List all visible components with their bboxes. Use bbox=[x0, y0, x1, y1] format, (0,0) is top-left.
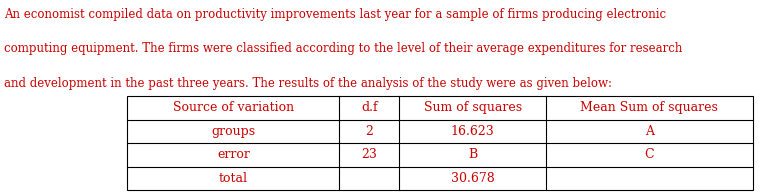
Text: A: A bbox=[645, 125, 654, 138]
Text: 16.623: 16.623 bbox=[451, 125, 495, 138]
Text: B: B bbox=[468, 148, 477, 161]
Text: Sum of squares: Sum of squares bbox=[424, 101, 522, 114]
Text: 30.678: 30.678 bbox=[451, 172, 495, 185]
Text: computing equipment. The firms were classified according to the level of their a: computing equipment. The firms were clas… bbox=[4, 42, 682, 55]
Text: error: error bbox=[217, 148, 250, 161]
Text: d.f: d.f bbox=[361, 101, 378, 114]
Text: 23: 23 bbox=[361, 148, 378, 161]
Text: An economist compiled data on productivity improvements last year for a sample o: An economist compiled data on productivi… bbox=[4, 8, 666, 21]
Text: 2: 2 bbox=[365, 125, 374, 138]
Text: and development in the past three years. The results of the analysis of the stud: and development in the past three years.… bbox=[4, 77, 612, 90]
Text: C: C bbox=[645, 148, 654, 161]
Text: groups: groups bbox=[212, 125, 256, 138]
Text: total: total bbox=[219, 172, 248, 185]
Text: Mean Sum of squares: Mean Sum of squares bbox=[581, 101, 718, 114]
Text: Source of variation: Source of variation bbox=[173, 101, 294, 114]
Bar bbox=[127, 96, 753, 190]
